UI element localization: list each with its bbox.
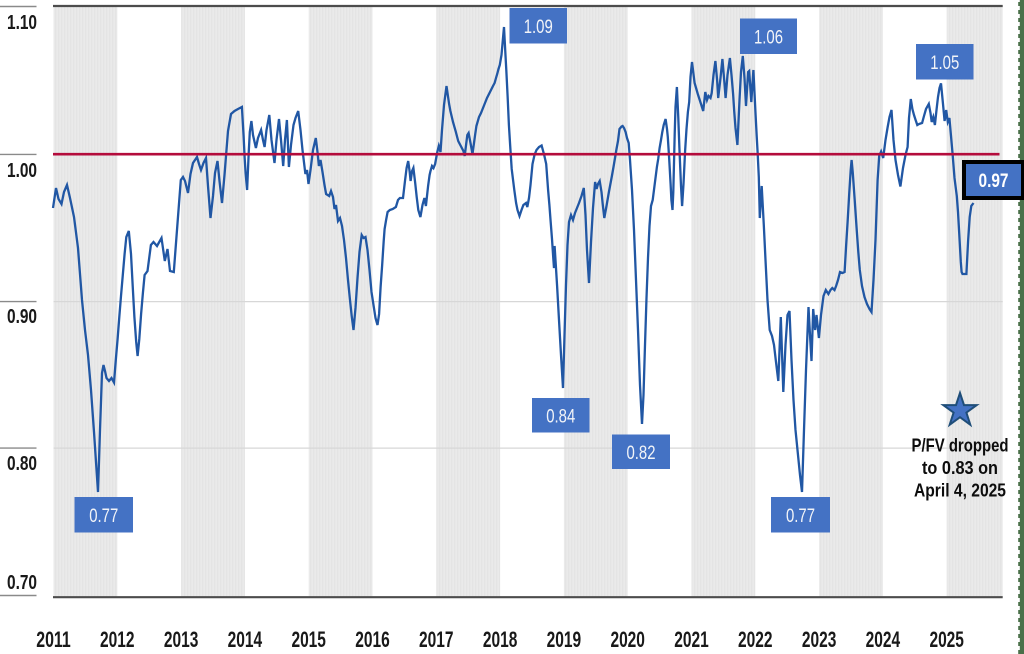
svg-text:2020: 2020	[610, 627, 645, 652]
svg-text:0.77: 0.77	[89, 505, 118, 527]
svg-text:2022: 2022	[738, 627, 773, 652]
svg-text:2016: 2016	[355, 627, 390, 652]
svg-text:2014: 2014	[228, 627, 263, 652]
svg-text:0.70: 0.70	[7, 571, 37, 594]
svg-text:0.90: 0.90	[7, 305, 37, 328]
svg-text:1.10: 1.10	[7, 11, 37, 34]
svg-text:2024: 2024	[866, 627, 901, 652]
svg-text:P/FV dropped: P/FV dropped	[912, 435, 1009, 456]
svg-text:2015: 2015	[291, 627, 326, 652]
svg-text:2021: 2021	[674, 627, 709, 652]
svg-text:1.09: 1.09	[524, 16, 553, 38]
svg-text:2025: 2025	[929, 627, 964, 652]
svg-text:0.77: 0.77	[786, 505, 815, 527]
svg-text:2019: 2019	[547, 627, 582, 652]
svg-text:0.80: 0.80	[7, 452, 37, 475]
svg-text:2013: 2013	[164, 627, 199, 652]
svg-text:1.00: 1.00	[7, 159, 37, 182]
svg-text:2017: 2017	[419, 627, 454, 652]
svg-text:0.84: 0.84	[546, 405, 575, 427]
svg-text:2018: 2018	[483, 627, 518, 652]
svg-text:0.97: 0.97	[979, 170, 1009, 192]
svg-text:2012: 2012	[100, 627, 135, 652]
svg-text:1.06: 1.06	[754, 26, 783, 48]
svg-text:to 0.83 on: to 0.83 on	[922, 457, 998, 478]
svg-text:2023: 2023	[802, 627, 837, 652]
svg-text:April 4, 2025: April 4, 2025	[914, 480, 1006, 501]
svg-text:0.82: 0.82	[627, 442, 656, 464]
svg-text:2011: 2011	[36, 627, 71, 652]
svg-text:1.05: 1.05	[930, 52, 959, 74]
